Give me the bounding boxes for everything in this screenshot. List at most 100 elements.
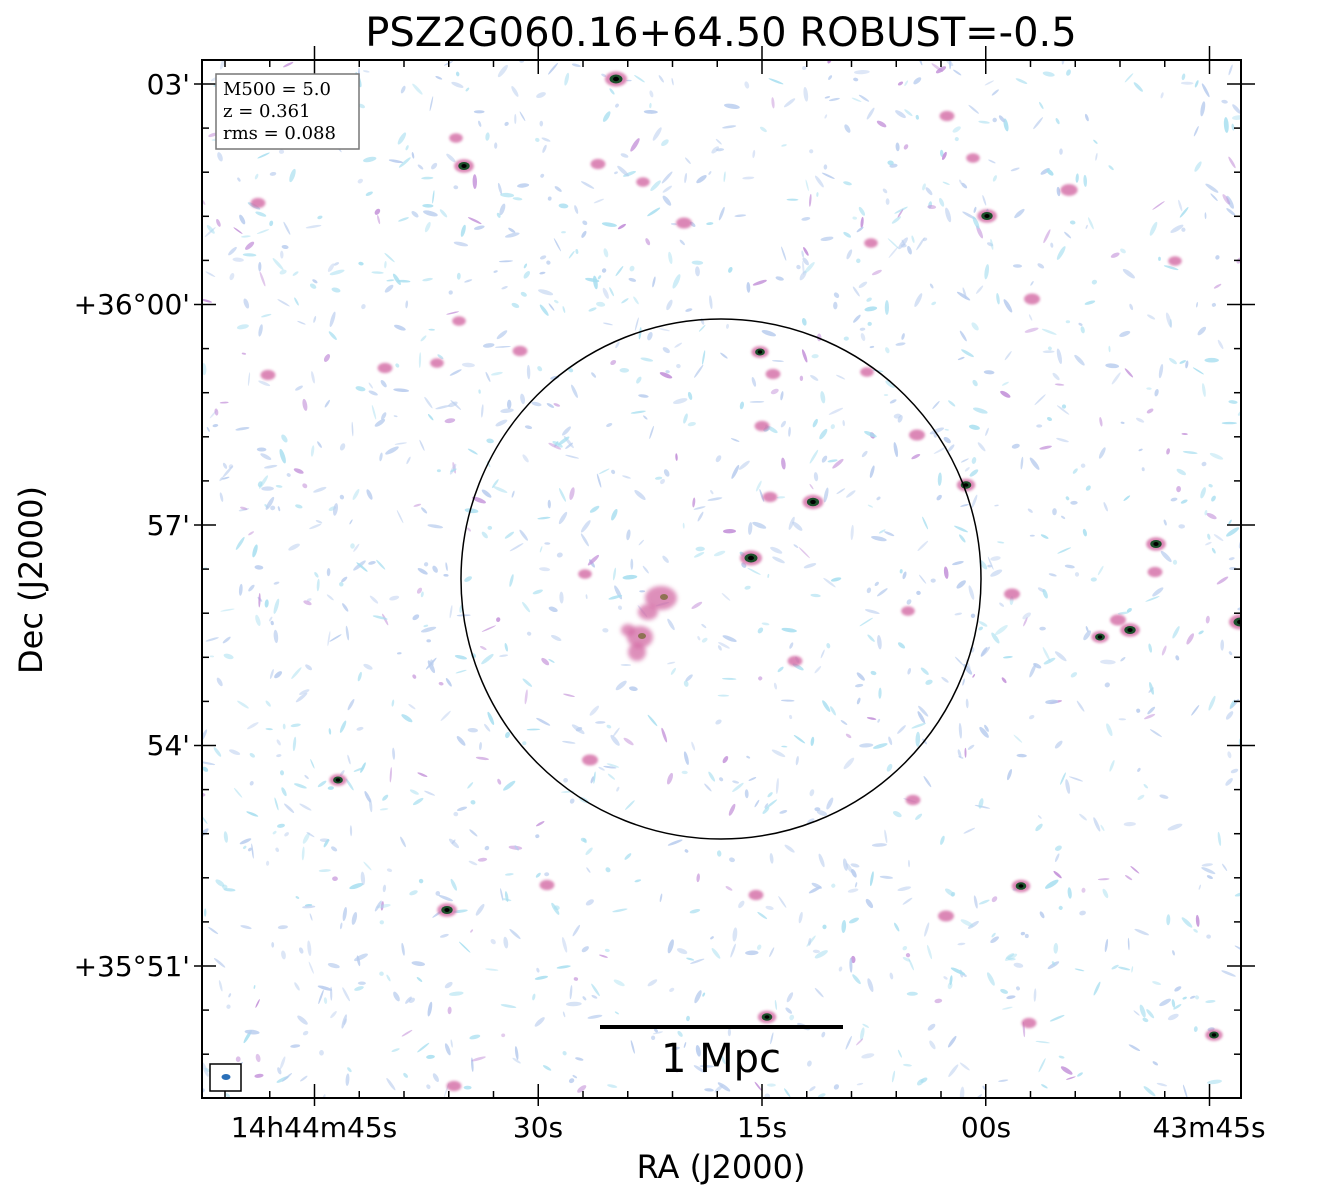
- noise-speck: [228, 993, 232, 998]
- noise-speck: [614, 1011, 619, 1015]
- noise-speck: [444, 981, 453, 989]
- noise-speck: [728, 266, 733, 273]
- noise-speck: [481, 404, 484, 418]
- noise-speck: [984, 264, 990, 280]
- noise-speck: [569, 985, 573, 1000]
- noise-speck: [691, 601, 703, 610]
- noise-speck: [901, 333, 905, 340]
- noise-speck: [557, 436, 570, 446]
- noise-speck: [1221, 970, 1236, 977]
- noise-speck: [801, 217, 811, 221]
- noise-speck: [968, 585, 975, 600]
- noise-speck: [884, 829, 888, 844]
- noise-speck: [764, 803, 769, 809]
- noise-speck: [848, 917, 860, 924]
- noise-speck: [499, 654, 509, 657]
- noise-speck: [889, 399, 897, 404]
- noise-speck: [638, 327, 642, 340]
- noise-speck: [279, 1056, 286, 1070]
- noise-speck: [539, 304, 549, 316]
- noise-speck: [818, 1093, 826, 1098]
- radio-source: [452, 316, 466, 326]
- noise-speck: [505, 232, 520, 238]
- noise-speck: [539, 271, 546, 275]
- noise-speck: [408, 997, 415, 1004]
- noise-speck: [237, 700, 249, 709]
- noise-speck: [978, 899, 990, 905]
- noise-speck: [564, 72, 570, 86]
- noise-speck: [685, 674, 693, 682]
- noise-speck: [1156, 1082, 1168, 1087]
- noise-speck: [297, 1015, 308, 1025]
- noise-speck: [715, 719, 722, 725]
- noise-speck: [681, 770, 688, 775]
- noise-speck: [1220, 639, 1225, 651]
- info-rms: rms = 0.088: [223, 123, 336, 144]
- noise-speck: [1042, 71, 1055, 77]
- noise-speck: [419, 439, 425, 451]
- noise-speck: [269, 616, 273, 622]
- noise-speck: [884, 300, 890, 315]
- noise-speck: [1028, 314, 1033, 321]
- noise-speck: [247, 372, 251, 386]
- noise-speck: [556, 965, 571, 969]
- noise-speck: [1013, 734, 1023, 743]
- noise-speck: [412, 674, 417, 679]
- noise-speck: [228, 246, 237, 256]
- noise-speck: [423, 210, 438, 217]
- noise-speck: [1043, 657, 1056, 665]
- noise-speck: [1079, 910, 1086, 916]
- noise-speck: [871, 535, 887, 542]
- noise-speck: [411, 151, 415, 159]
- noise-speck: [866, 717, 877, 720]
- noise-speck: [987, 556, 994, 570]
- noise-speck: [464, 576, 472, 582]
- noise-speck: [1104, 682, 1110, 688]
- noise-speck: [281, 787, 287, 797]
- noise-speck: [522, 741, 527, 746]
- noise-speck: [575, 1057, 584, 1061]
- noise-speck: [235, 427, 250, 431]
- noise-speck: [380, 901, 384, 911]
- noise-speck: [654, 476, 663, 480]
- noise-speck: [962, 678, 965, 686]
- noise-speck: [1169, 319, 1172, 328]
- noise-speck: [667, 618, 675, 631]
- noise-speck: [1181, 227, 1186, 232]
- radio-source: [1205, 1029, 1223, 1041]
- noise-speck: [251, 843, 254, 859]
- noise-speck: [972, 674, 976, 678]
- noise-speck: [247, 847, 252, 852]
- noise-speck: [1228, 519, 1232, 525]
- noise-speck: [714, 1085, 724, 1093]
- noise-speck: [990, 569, 1003, 577]
- noise-speck: [420, 335, 427, 342]
- noise-speck: [606, 763, 620, 768]
- noise-speck: [843, 757, 855, 770]
- noise-speck: [1074, 354, 1085, 366]
- noise-speck: [537, 366, 543, 372]
- noise-speck: [1204, 357, 1219, 363]
- noise-speck: [916, 237, 925, 251]
- info-box: M500 = 5.0 z = 0.361 rms = 0.088: [215, 73, 360, 150]
- radio-source: [765, 368, 781, 380]
- noise-speck: [1024, 933, 1029, 939]
- x-tick-label: 14h44m45s: [231, 1111, 398, 1144]
- noise-speck: [1206, 934, 1211, 939]
- noise-speck: [992, 117, 997, 123]
- noise-speck: [1221, 99, 1228, 104]
- noise-speck: [660, 478, 665, 485]
- noise-speck: [276, 739, 281, 746]
- noise-speck: [652, 1031, 664, 1035]
- radio-source: [676, 217, 692, 229]
- noise-speck: [819, 428, 828, 440]
- noise-speck: [260, 313, 272, 318]
- noise-speck: [274, 797, 279, 811]
- noise-speck: [225, 1093, 231, 1098]
- radio-source: [966, 153, 980, 163]
- noise-speck: [1102, 888, 1109, 899]
- noise-speck: [1084, 113, 1089, 122]
- noise-speck: [417, 568, 428, 575]
- noise-speck: [671, 77, 674, 86]
- noise-speck: [659, 372, 673, 379]
